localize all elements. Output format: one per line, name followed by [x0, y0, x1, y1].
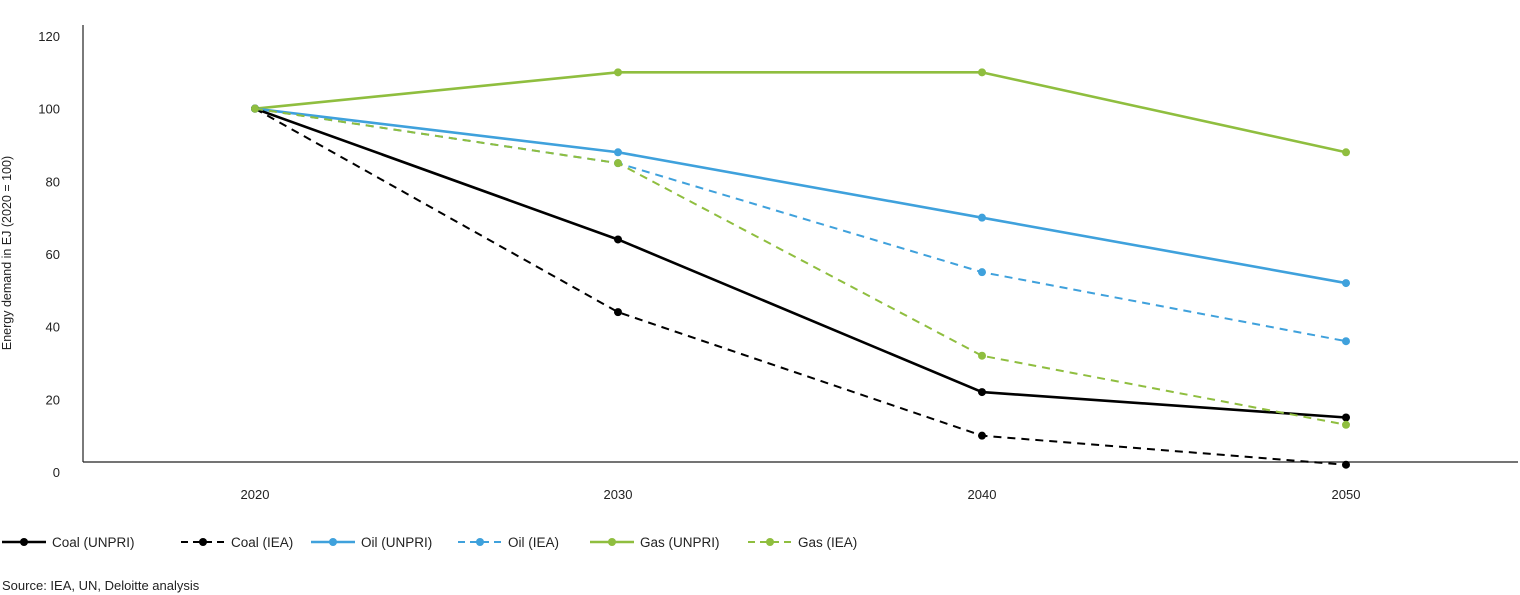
data-point — [978, 68, 986, 77]
legend-item: Oil (UNPRI) — [311, 535, 432, 550]
chart-legend: Coal (UNPRI) Coal (IEA) Oil (UNPRI) Oil (IE… — [2, 535, 857, 550]
data-point — [614, 148, 622, 157]
legend-marker — [766, 538, 774, 546]
series-coal-unpri — [251, 104, 1350, 422]
x-tick-label: 2020 — [241, 487, 270, 502]
data-point — [1342, 420, 1350, 429]
chart-series — [251, 68, 1350, 469]
y-tick-label: 20 — [46, 392, 60, 407]
legend-item: Coal (UNPRI) — [2, 535, 135, 550]
x-tick-label: 2040 — [968, 487, 997, 502]
data-point — [251, 104, 259, 113]
series-oil-iea — [251, 104, 1350, 346]
source-note: Source: IEA, UN, Deloitte analysis — [2, 578, 200, 593]
legend-label: Oil (IEA) — [508, 535, 559, 550]
data-point — [614, 308, 622, 317]
data-point — [614, 235, 622, 244]
data-point — [978, 351, 986, 360]
data-point — [614, 68, 622, 77]
series-line — [254, 107, 1347, 285]
series-coal-iea — [251, 104, 1350, 469]
x-tick-label: 2050 — [1332, 487, 1361, 502]
data-point — [1342, 148, 1350, 157]
legend-marker — [199, 538, 207, 546]
legend-item: Coal (IEA) — [181, 535, 293, 550]
y-tick-label: 60 — [46, 247, 60, 262]
series-oil-unpri — [251, 104, 1350, 288]
y-tick-labels: 0 20 40 60 80 100 120 — [38, 29, 60, 480]
legend-label: Coal (IEA) — [231, 535, 293, 550]
data-point — [1342, 460, 1350, 469]
y-tick-label: 80 — [46, 174, 60, 189]
legend-item: Gas (IEA) — [748, 535, 857, 550]
data-point — [1342, 337, 1350, 346]
data-point — [978, 388, 986, 397]
legend-label: Gas (IEA) — [798, 535, 857, 550]
legend-marker — [608, 538, 616, 546]
x-tick-label: 2030 — [604, 487, 633, 502]
y-tick-label: 0 — [53, 465, 60, 480]
chart-axes — [82, 25, 1518, 463]
data-point — [978, 431, 986, 440]
legend-label: Oil (UNPRI) — [361, 535, 432, 550]
series-line — [254, 107, 1347, 466]
x-tick-labels: 2020 2030 2040 2050 — [241, 487, 1361, 502]
data-point — [978, 268, 986, 277]
y-tick-label: 100 — [38, 102, 60, 117]
series-line — [254, 107, 1347, 419]
data-point — [1342, 279, 1350, 288]
legend-marker — [476, 538, 484, 546]
legend-marker — [20, 538, 28, 546]
series-line — [254, 107, 1347, 343]
series-gas-unpri — [251, 68, 1350, 157]
series-gas-iea — [251, 104, 1350, 429]
legend-marker — [329, 538, 337, 546]
y-tick-label: 120 — [38, 29, 60, 44]
y-axis-title: Energy demand in EJ (2020 = 100) — [0, 156, 14, 350]
y-tick-label: 40 — [46, 320, 60, 335]
legend-item: Gas (UNPRI) — [590, 535, 720, 550]
series-line — [254, 71, 1347, 154]
legend-label: Coal (UNPRI) — [52, 535, 135, 550]
data-point — [978, 213, 986, 222]
series-line — [254, 107, 1347, 426]
legend-item: Oil (IEA) — [458, 535, 559, 550]
data-point — [1342, 413, 1350, 422]
legend-label: Gas (UNPRI) — [640, 535, 720, 550]
data-point — [614, 159, 622, 168]
